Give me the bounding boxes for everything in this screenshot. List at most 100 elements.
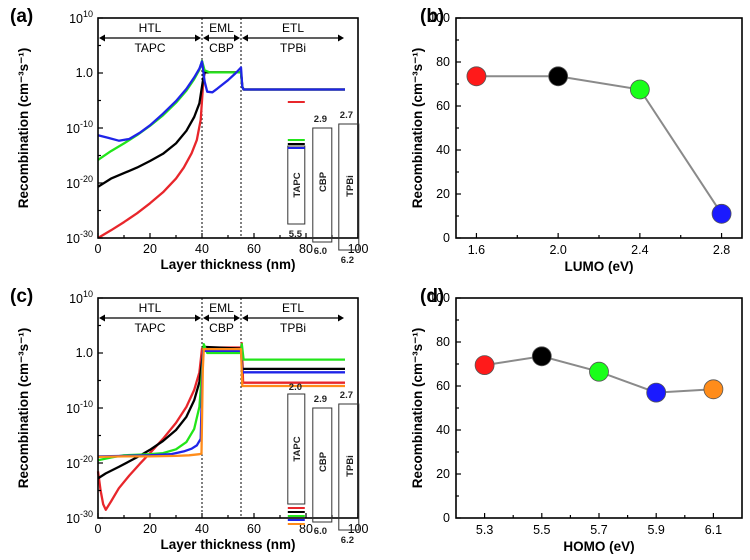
- data-point: [548, 66, 569, 87]
- arrow-head-right: [338, 34, 344, 42]
- x-tick-label: 5.7: [590, 523, 607, 537]
- plot-frame: [455, 297, 743, 519]
- tapc-label: TAPC: [292, 172, 303, 197]
- x-axis-label: Layer thickness (nm): [160, 537, 295, 552]
- panel-d: (d) 5.3 5.5 5.7 5.9 6.1 0 20 40 60 80 100 HOMO (eV) R…: [410, 286, 743, 554]
- data-point: [703, 379, 724, 400]
- panel-b: (b) 1.6 2.0 2.4 2.8 0 20 40 60 80 100 LUMO (eV) Reco…: [410, 6, 743, 274]
- tapc-box: [287, 393, 306, 505]
- y-tick-label: 10-10: [66, 119, 93, 136]
- y-tick-label: 1.0: [76, 66, 93, 80]
- cbp-homo-value: 6.0: [314, 526, 327, 537]
- y-axis-label: Recombination (cm⁻³s⁻¹): [16, 48, 31, 209]
- y-tick-label: 80: [436, 55, 450, 69]
- region-material: CBP: [209, 41, 234, 55]
- region-material: TPBi: [280, 41, 306, 55]
- tpbi-homo-value: 6.2: [341, 535, 354, 546]
- arrow-head-left: [203, 314, 209, 322]
- x-tick-label: 100: [348, 522, 369, 536]
- x-tick-label: 20: [143, 522, 157, 536]
- y-tick-label: 1010: [69, 289, 93, 306]
- y-axis-label: Recombination (cm⁻³s⁻¹): [410, 328, 425, 489]
- y-tick-label: 100: [429, 11, 450, 25]
- data-point: [531, 346, 552, 367]
- y-tick-label: 20: [436, 467, 450, 481]
- energy-level-inset: TAPC CBP TPBi 2.9 2.7 5.5 6.0 6.2: [287, 101, 360, 266]
- region-label: HTL: [139, 301, 162, 315]
- x-tick-label: 2.4: [631, 243, 648, 257]
- x-tick-label: 2.0: [549, 243, 566, 257]
- cbp-lumo-value: 2.9: [314, 114, 327, 125]
- tpbi-lumo-value: 2.7: [340, 390, 353, 401]
- y-tick-label: 40: [436, 423, 450, 437]
- tpbi-label: TPBi: [345, 175, 356, 197]
- panel-label: (b): [420, 6, 444, 27]
- panel-label: (a): [10, 6, 33, 27]
- y-tick-label: 80: [436, 335, 450, 349]
- arrow-head-left: [99, 34, 105, 42]
- region-material: TPBi: [280, 321, 306, 335]
- x-tick-label: 5.3: [476, 523, 493, 537]
- x-tick-label: 0: [95, 242, 102, 256]
- arrow-head-left: [242, 34, 248, 42]
- data-point: [646, 382, 667, 403]
- region-material: CBP: [209, 321, 234, 335]
- series-line: [97, 59, 345, 161]
- arrow-head-left: [242, 314, 248, 322]
- series-line: [97, 349, 345, 458]
- connector-line: [476, 75, 723, 215]
- arrow-head-left: [99, 314, 105, 322]
- y-axis-label: Recombination (cm⁻³s⁻¹): [410, 48, 425, 209]
- region-label: ETL: [282, 301, 304, 315]
- panel-label: (c): [10, 286, 33, 307]
- tpbi-lumo-value: 2.7: [340, 110, 353, 121]
- data-point: [711, 203, 732, 224]
- y-tick-label: 20: [436, 187, 450, 201]
- x-tick-label: 100: [348, 242, 369, 256]
- x-tick-label: 80: [299, 242, 313, 256]
- y-tick-label: 100: [429, 291, 450, 305]
- arrow-head-right: [195, 34, 201, 42]
- y-tick-label: 10-20: [66, 454, 93, 471]
- region-label: HTL: [139, 21, 162, 35]
- cbp-lumo-value: 2.9: [314, 394, 327, 405]
- x-tick-label: 5.5: [533, 523, 550, 537]
- series-line: [97, 60, 345, 142]
- region-label: EML: [209, 301, 234, 315]
- cbp-label: CBP: [318, 171, 329, 192]
- cbp-homo-value: 6.0: [314, 246, 327, 257]
- y-tick-label: 0: [443, 511, 450, 525]
- region-material: TAPC: [134, 321, 165, 335]
- y-tick-label: 40: [436, 143, 450, 157]
- x-tick-label: 40: [195, 522, 209, 536]
- y-tick-label: 10-30: [66, 509, 93, 526]
- arrow-head-right: [338, 314, 344, 322]
- cbp-box: [312, 127, 333, 243]
- region-label: ETL: [282, 21, 304, 35]
- y-axis-label: Recombination (cm⁻³s⁻¹): [16, 328, 31, 489]
- x-axis-label: HOMO (eV): [563, 539, 634, 554]
- arrow-head-right: [234, 34, 240, 42]
- data-point: [629, 79, 650, 100]
- tpbi-homo-value: 6.2: [341, 255, 354, 266]
- x-axis-label: LUMO (eV): [565, 259, 634, 274]
- tapc-lumo-value: 2.0: [289, 382, 302, 393]
- region-material: TAPC: [134, 41, 165, 55]
- series-line: [97, 343, 345, 462]
- y-tick-label: 10-10: [66, 399, 93, 416]
- arrow-head-right: [195, 314, 201, 322]
- panel-a: (a) HTL TAPC EML CBP ETL TPBi 0 20 40 60 80 100 1010 1…: [10, 6, 368, 272]
- energy-level-inset: TAPC CBP TPBi 2.0 2.9 2.7 6.0 6.2: [287, 382, 360, 546]
- data-point: [474, 355, 495, 376]
- y-tick-label: 60: [436, 379, 450, 393]
- x-axis-label: Layer thickness (nm): [160, 257, 295, 272]
- x-tick-label: 60: [247, 522, 261, 536]
- x-tick-label: 60: [247, 242, 261, 256]
- cbp-label: CBP: [318, 451, 329, 472]
- tpbi-box: [338, 123, 360, 251]
- x-tick-label: 80: [299, 522, 313, 536]
- series-line: [97, 347, 345, 459]
- x-tick-label: 1.6: [468, 243, 485, 257]
- x-tick-label: 2.8: [713, 243, 730, 257]
